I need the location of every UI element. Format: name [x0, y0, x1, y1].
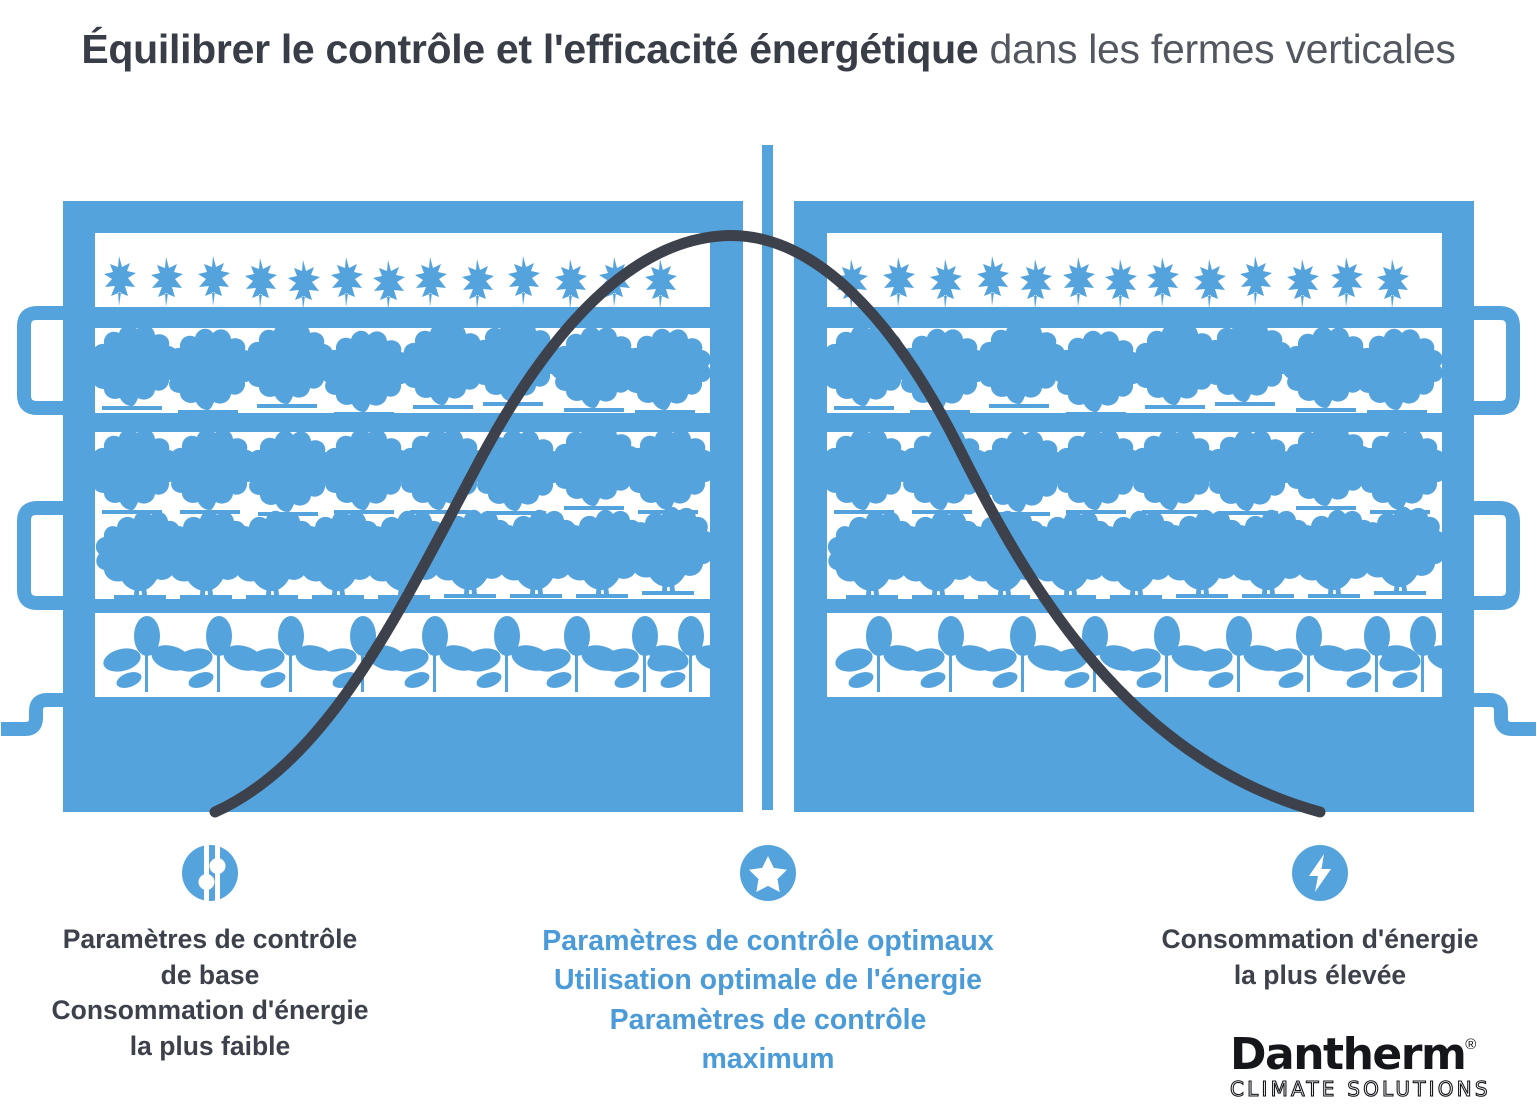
legend-left-text: Paramètres de contrôle de base Consommat…: [24, 922, 396, 1064]
legend-middle-line-4: maximum: [701, 1042, 835, 1075]
bell-curve-energy-control: [209, 230, 1326, 818]
legend-left-line-1: Paramètres de contrôle: [62, 924, 358, 954]
page-title: Équilibrer le contrôle et l'efficacité é…: [0, 26, 1537, 73]
logo-tagline: CLIMATE SOLUTIONS: [1229, 1076, 1491, 1101]
right-panel-handles: [1467, 306, 1536, 736]
sliders-icon-wrap: [24, 838, 396, 908]
lightning-bolt-icon: [1292, 845, 1348, 901]
page-title-light: dans les fermes verticales: [978, 26, 1456, 72]
legend-middle-text: Paramètres de contrôle optimaux Utilisat…: [448, 922, 1088, 1079]
legend-column-right: Consommation d'énergie la plus élevée: [1120, 838, 1520, 993]
star-icon: [740, 845, 796, 901]
legend-middle-line-3: Paramètres de contrôle: [609, 1003, 927, 1036]
legend-right-text: Consommation d'énergie la plus élevée: [1120, 922, 1520, 993]
legend-right-line-2: la plus élevée: [1233, 959, 1407, 990]
legend-left-line-2: de base: [160, 959, 260, 990]
vertical-farm-illustration: [1, 145, 1536, 818]
logo-word: Dantherm: [1230, 1029, 1467, 1080]
legend-column-middle: Paramètres de contrôle optimaux Utilisat…: [448, 838, 1088, 1079]
legend-column-left: Paramètres de contrôle de base Consommat…: [24, 838, 396, 1064]
legend-middle-line-2: Utilisation optimale de l'énergie: [553, 964, 983, 997]
left-panel-handles: [1, 306, 70, 736]
legend-right-line-1: Consommation d'énergie: [1161, 924, 1479, 954]
left-panel-group: [1, 201, 743, 812]
center-divider-line: [762, 145, 773, 810]
logo-registered-mark: ®: [1465, 1035, 1477, 1053]
logo-wordmark: Dantherm®: [1230, 1029, 1520, 1080]
dantherm-logo: Dantherm® CLIMATE SOLUTIONS: [1229, 1029, 1520, 1106]
page-title-bold: Équilibrer le contrôle et l'efficacité é…: [81, 26, 979, 72]
legend-left-line-3: Consommation d'énergie: [51, 995, 369, 1025]
legend-left-line-4: la plus faible: [129, 1030, 291, 1061]
legend-middle-line-1: Paramètres de contrôle optimaux: [542, 925, 994, 957]
footer-legend: Paramètres de contrôle de base Consommat…: [0, 838, 1537, 1117]
right-panel-group: [794, 201, 1536, 812]
sliders-icon: [182, 845, 238, 901]
lightning-bolt-icon-wrap: [1120, 838, 1520, 908]
star-icon-wrap: [448, 838, 1088, 908]
